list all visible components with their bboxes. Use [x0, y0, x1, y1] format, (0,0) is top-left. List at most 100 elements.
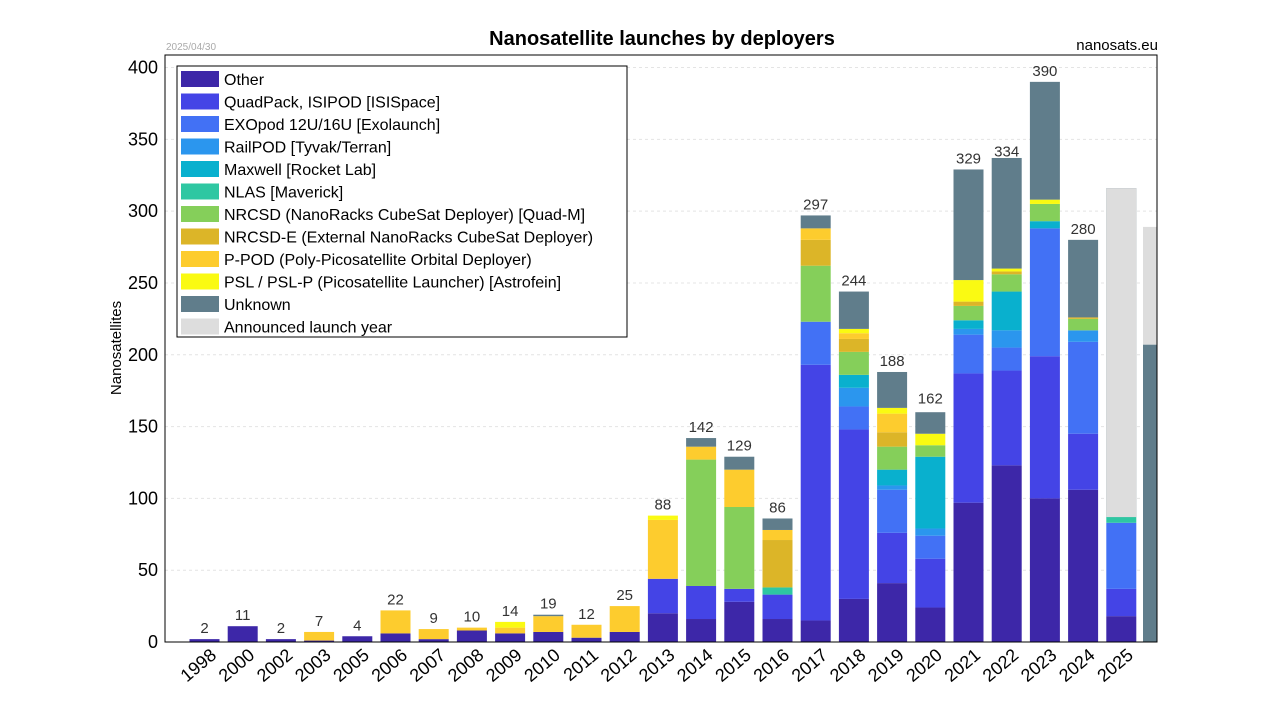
bar-segment — [953, 373, 984, 503]
bar-segment — [686, 459, 717, 586]
bar-segment — [877, 485, 908, 490]
bar-segment — [533, 614, 564, 617]
bar-segment — [800, 321, 831, 365]
y-tick-label: 100 — [128, 488, 158, 508]
bar-segment — [1106, 517, 1137, 523]
bar-segment — [838, 351, 869, 375]
x-tick-label: 1998 — [177, 645, 221, 686]
bar-segment — [915, 412, 946, 434]
bar-segment — [991, 291, 1022, 331]
bar-segment — [265, 639, 296, 642]
bar-segment — [991, 330, 1022, 348]
legend-box — [176, 65, 628, 338]
bar-segment — [915, 433, 946, 446]
bar-total-label: 142 — [689, 419, 714, 436]
bar-segment — [724, 601, 755, 642]
bar-segment — [762, 540, 793, 588]
legend-item: NRCSD-E (External NanoRacks CubeSat Depl… — [224, 230, 593, 247]
legend-swatch — [181, 71, 219, 87]
bar-segment — [1068, 341, 1099, 434]
bar-segment — [647, 578, 678, 614]
bar-total-label: 188 — [880, 353, 905, 370]
bar-segment — [1029, 228, 1060, 357]
bar-segment — [877, 407, 908, 414]
bar-segment — [915, 558, 946, 608]
bar-segment — [762, 518, 793, 530]
legend-swatch — [181, 116, 219, 132]
legend-item: NRCSD (NanoRacks CubeSat Deployer) [Quad… — [224, 207, 585, 224]
bar-segment — [838, 387, 869, 407]
bar-segment — [877, 532, 908, 584]
bar-segment — [991, 274, 1022, 292]
bar-total-label: 297 — [803, 196, 828, 213]
x-tick-label: 2019 — [864, 645, 908, 686]
bar-segment — [1068, 433, 1099, 490]
bar-segment — [991, 268, 1022, 272]
bar-segment — [1106, 616, 1137, 642]
legend: Other QuadPack, ISIPOD [ISISpace] EXOpod 1… — [176, 65, 628, 338]
legend-swatch — [181, 296, 219, 312]
bar-total-label: 88 — [655, 497, 672, 514]
y-axis-label: Nanosatellites — [108, 301, 125, 395]
legend-swatch — [181, 183, 219, 200]
bar-segment — [838, 374, 869, 388]
legend-item: Maxwell [Rocket Lab] — [224, 162, 376, 179]
bar-segment — [953, 502, 984, 642]
legend-swatch — [181, 138, 219, 155]
y-tick-label: 50 — [138, 560, 158, 580]
x-tick-label: 2013 — [635, 645, 679, 686]
bar-segment — [686, 619, 717, 642]
legend-swatch — [181, 161, 219, 177]
bar-segment — [953, 305, 984, 321]
bar-total-label: 10 — [464, 609, 481, 626]
bar-segment — [609, 631, 640, 642]
bar-segment — [762, 594, 793, 620]
x-tick-label: 2002 — [253, 645, 297, 686]
bar-segment — [686, 446, 717, 460]
bar-segment — [724, 588, 755, 602]
chart-title: Nanosatellite launches by deployers — [489, 28, 835, 50]
bar-segment — [380, 633, 411, 642]
x-tick-label: 2010 — [520, 645, 564, 686]
bar-segment — [838, 429, 869, 599]
bar-segment — [915, 607, 946, 642]
bar-segment — [877, 469, 908, 486]
legend-swatch — [181, 251, 219, 267]
bar-segment — [1068, 318, 1099, 331]
bar-segment — [991, 347, 1022, 371]
bar-total-label: 25 — [616, 587, 633, 604]
bar-total-label: 19 — [540, 596, 557, 613]
bar-segment — [1029, 498, 1060, 642]
bar-segment — [991, 271, 1022, 275]
bar-segment — [342, 636, 373, 642]
bar-segment — [686, 585, 717, 620]
x-tick-label: 2025 — [1093, 645, 1137, 686]
legend-item: EXOpod 12U/16U [Exolaunch] — [224, 117, 440, 134]
bar-total-label: 280 — [1071, 221, 1096, 238]
bar-segment — [724, 469, 755, 507]
x-tick-label: 2016 — [750, 645, 794, 686]
bar-total-label: 2 — [200, 620, 208, 637]
bar-total-label: 14 — [502, 603, 519, 620]
bar-segment — [456, 630, 487, 642]
bar-total-label: 4 — [353, 617, 361, 634]
bar-segment — [304, 631, 335, 641]
x-tick-label: 2018 — [826, 645, 870, 686]
bar-segment — [953, 334, 984, 374]
legend-item: PSL / PSL-P (Picosatellite Launcher) [As… — [224, 275, 561, 292]
bar-segment — [456, 627, 487, 631]
bar-segment — [953, 169, 984, 281]
legend-item: P-POD (Poly-Picosatellite Orbital Deploy… — [224, 252, 532, 269]
bar-segment-announced — [1106, 188, 1137, 518]
x-tick-label: 2006 — [368, 645, 412, 686]
plot-frame — [164, 54, 1158, 643]
bar-segment — [762, 529, 793, 541]
bar-segment — [418, 629, 449, 640]
x-tick-label: 2015 — [711, 645, 755, 686]
x-tick-label: 2009 — [482, 645, 526, 686]
x-tick-label: 2023 — [1017, 645, 1061, 686]
y-tick-label: 350 — [128, 129, 158, 149]
bar-segment — [380, 610, 411, 634]
legend-item: Announced launch year — [224, 320, 393, 337]
bar-segment — [724, 506, 755, 589]
